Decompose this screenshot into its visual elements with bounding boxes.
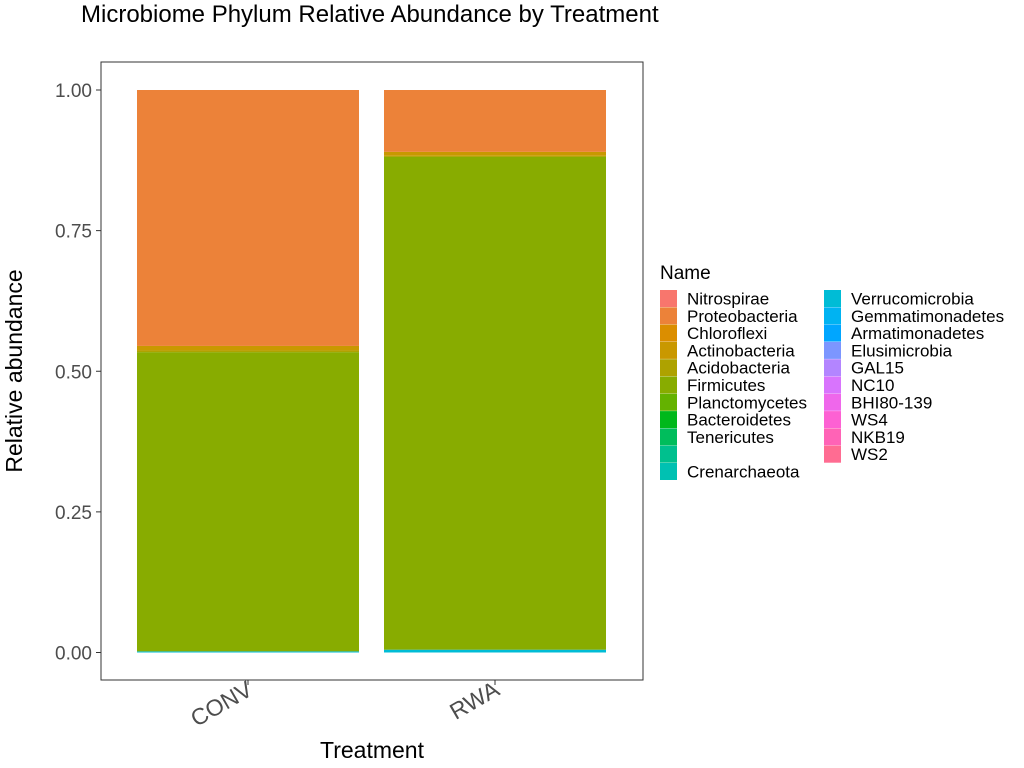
legend-label: NKB19 <box>851 428 905 447</box>
bar-segment-conv-verrucomicrobia <box>137 651 359 653</box>
bar-stacks <box>137 90 606 653</box>
legend-key <box>660 376 677 394</box>
bar-segment-conv-proteobacteria <box>137 90 359 346</box>
legend-label: Tenericutes <box>687 428 774 447</box>
y-axis-label: Relative abundance <box>1 269 27 472</box>
legend-key <box>660 290 677 307</box>
legend-key <box>660 393 677 411</box>
legend-key <box>824 393 841 411</box>
legend-label: WS4 <box>851 411 888 430</box>
y-axis: 0.00 0.25 0.50 0.75 1.00 <box>55 81 101 665</box>
legend-key <box>660 411 677 429</box>
legend: NitrospiraeProteobacteriaChloroflexiActi… <box>660 290 1004 482</box>
bar-segment-conv-firmicutes <box>137 352 359 652</box>
legend-key <box>824 411 841 429</box>
legend-label: Firmicutes <box>687 376 765 395</box>
legend-key <box>824 359 841 377</box>
y-tick-label: 0.75 <box>55 222 92 243</box>
legend-key <box>660 445 677 463</box>
legend-label: Bacteroidetes <box>687 411 791 430</box>
bar-segment-rwa-verrucomicrobia <box>384 649 606 653</box>
legend-label: BHI80-139 <box>851 393 932 412</box>
bar-segment-rwa-firmicutes <box>384 156 606 650</box>
legend-label: Nitrospirae <box>687 290 769 309</box>
legend-label: Chloroflexi <box>687 324 767 343</box>
y-tick-label: 0.25 <box>55 503 92 524</box>
bar-segment-rwa-proteobacteria <box>384 90 606 152</box>
legend-key <box>824 307 841 325</box>
legend-key <box>824 341 841 359</box>
legend-key <box>660 359 677 377</box>
bar-segment-conv-acidobacteria <box>137 350 359 353</box>
legend-label: Elusimicrobia <box>851 341 953 360</box>
legend-key <box>660 341 677 359</box>
y-tick-label: 1.00 <box>55 81 92 102</box>
legend-label: GAL15 <box>851 359 904 378</box>
legend-key <box>660 307 677 325</box>
legend-label: Armatimonadetes <box>851 324 984 343</box>
legend-key <box>660 463 677 480</box>
legend-label: Crenarchaeota <box>687 463 800 482</box>
legend-label: WS2 <box>851 445 888 464</box>
x-axis: CONV RWA <box>186 675 504 731</box>
legend-label: Acidobacteria <box>687 359 791 378</box>
x-axis-label: Treatment <box>320 737 425 763</box>
legend-key <box>824 324 841 342</box>
legend-label: Proteobacteria <box>687 307 798 326</box>
bar-segment-rwa-actinobacteria <box>384 151 606 156</box>
legend-key <box>824 376 841 394</box>
legend-label: Actinobacteria <box>687 341 795 360</box>
legend-key <box>824 428 841 446</box>
legend-key <box>660 428 677 446</box>
bar-segment-conv-actinobacteria <box>137 345 359 351</box>
legend-key <box>824 290 841 307</box>
x-tick-label-conv: CONV <box>186 675 257 731</box>
legend-key <box>824 445 841 463</box>
legend-label: Verrucomicrobia <box>851 290 974 309</box>
y-tick-label: 0.00 <box>55 644 92 665</box>
y-tick-label: 0.50 <box>55 362 92 383</box>
legend-key <box>660 324 677 342</box>
legend-label: Planctomycetes <box>687 393 807 412</box>
chart-title: Microbiome Phylum Relative Abundance by … <box>81 1 659 28</box>
bar-segment-rwa-acidobacteria <box>384 155 606 157</box>
legend-label: Gemmatimonadetes <box>851 307 1004 326</box>
legend-label: NC10 <box>851 376 894 395</box>
legend-title: Name <box>660 263 711 284</box>
